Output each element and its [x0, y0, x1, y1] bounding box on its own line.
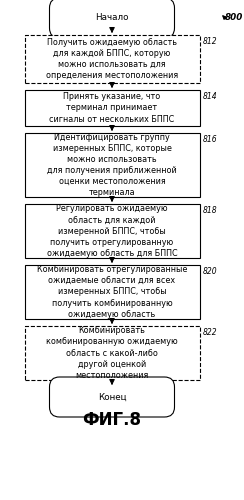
FancyBboxPatch shape	[24, 326, 200, 380]
Text: 812: 812	[203, 37, 217, 46]
Text: 816: 816	[203, 135, 217, 144]
Text: 820: 820	[203, 267, 217, 276]
FancyBboxPatch shape	[24, 133, 200, 197]
Text: 800: 800	[225, 13, 243, 22]
Text: ФИГ.8: ФИГ.8	[82, 411, 142, 429]
FancyBboxPatch shape	[50, 377, 174, 417]
Text: 818: 818	[203, 206, 217, 215]
FancyBboxPatch shape	[24, 204, 200, 258]
Text: 814: 814	[203, 92, 217, 101]
Text: Комбинировать
комбинированную ожидаемую
область с какой-либо
другой оценкой
мест: Комбинировать комбинированную ожидаемую …	[46, 326, 178, 380]
Text: Начало: Начало	[95, 14, 129, 22]
Text: 822: 822	[203, 328, 217, 337]
FancyBboxPatch shape	[24, 90, 200, 126]
Text: Регулировать ожидаемую
область для каждой
измеренной БППС, чтобы
получить отрегу: Регулировать ожидаемую область для каждо…	[47, 204, 177, 258]
Text: Идентифицировать группу
измеренных БППС, которые
можно использовать
для получени: Идентифицировать группу измеренных БППС,…	[47, 132, 177, 197]
Text: Конец: Конец	[98, 392, 126, 402]
Text: Комбинировать отрегулированные
ожидаемые области для всех
измеренных БППС, чтобы: Комбинировать отрегулированные ожидаемые…	[37, 266, 187, 318]
Text: Получить ожидаемую область
для каждой БППС, которую
можно использовать для
опред: Получить ожидаемую область для каждой БП…	[46, 38, 178, 80]
FancyBboxPatch shape	[24, 35, 200, 83]
FancyBboxPatch shape	[50, 0, 174, 38]
FancyBboxPatch shape	[24, 265, 200, 319]
Text: Принять указание, что
терминал принимает
сигналы от нескольких БППС: Принять указание, что терминал принимает…	[49, 92, 175, 124]
